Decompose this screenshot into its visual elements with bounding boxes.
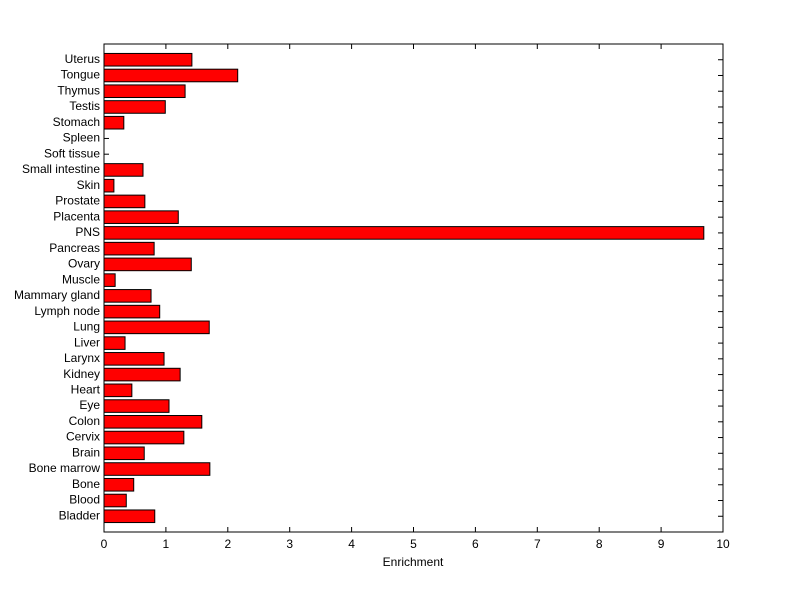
y-tick-label: Bone marrow xyxy=(29,461,101,475)
bar xyxy=(103,100,166,114)
y-tick-label: Cervix xyxy=(66,430,100,444)
bar xyxy=(103,84,186,99)
y-tick-label: Bladder xyxy=(59,508,100,522)
bar xyxy=(103,241,155,256)
x-tick-label: 1 xyxy=(163,537,170,551)
bar xyxy=(103,115,125,130)
bar xyxy=(103,446,145,461)
x-tick-label: 2 xyxy=(224,537,231,551)
bar xyxy=(103,430,185,445)
bar xyxy=(103,493,127,508)
y-tick-label: Soft tissue xyxy=(44,146,100,160)
bar xyxy=(103,352,165,366)
x-tick-label: 0 xyxy=(101,537,108,551)
x-tick-label: 3 xyxy=(286,537,293,551)
bar xyxy=(103,304,161,319)
y-tick-label: Tongue xyxy=(61,68,101,82)
x-tick-label: 10 xyxy=(716,537,730,551)
bar xyxy=(103,383,133,398)
y-tick-label: Ovary xyxy=(68,257,100,271)
bar xyxy=(103,399,170,413)
bar xyxy=(103,336,126,350)
bar xyxy=(103,415,203,429)
bar xyxy=(103,509,156,524)
y-tick-label: Eye xyxy=(79,398,100,412)
y-tick-label: Testis xyxy=(69,99,100,113)
bar xyxy=(103,257,192,272)
y-tick-label: Kidney xyxy=(63,367,100,381)
y-tick-label: Small intestine xyxy=(22,162,100,176)
y-tick-label: Bone xyxy=(72,477,100,491)
x-tick-label: 4 xyxy=(348,537,355,551)
y-tick-label: Muscle xyxy=(62,272,100,286)
y-tick-label: Brain xyxy=(72,445,100,459)
y-tick-label: Placenta xyxy=(53,209,100,223)
y-tick-label: Lymph node xyxy=(34,304,100,318)
y-tick-label: Heart xyxy=(71,382,101,396)
bar xyxy=(103,320,210,335)
x-tick-label: 6 xyxy=(472,537,479,551)
bar xyxy=(103,163,144,177)
bar xyxy=(103,273,116,287)
bar xyxy=(103,52,193,67)
y-tick-label: Lung xyxy=(73,320,100,334)
bar xyxy=(103,210,179,224)
bar xyxy=(103,178,115,193)
y-tick-label: Thymus xyxy=(57,83,100,97)
bar xyxy=(103,194,146,209)
x-tick-label: 8 xyxy=(596,537,603,551)
y-tick-label: Liver xyxy=(74,335,100,349)
x-axis-label: Enrichment xyxy=(383,555,444,569)
y-tick-label: Larynx xyxy=(64,351,100,365)
bar xyxy=(103,462,211,476)
y-tick-label: Mammary gland xyxy=(14,288,100,302)
bar xyxy=(103,68,239,83)
y-tick-label: Blood xyxy=(69,493,100,507)
y-tick-label: Stomach xyxy=(53,115,100,129)
plot-frame xyxy=(103,43,724,533)
y-tick-label: Uterus xyxy=(65,52,100,66)
bar xyxy=(103,477,135,492)
bar xyxy=(103,289,152,303)
y-tick-label: Skin xyxy=(77,178,100,192)
y-tick-label: Pancreas xyxy=(49,241,100,255)
y-tick-label: Spleen xyxy=(63,131,100,145)
y-tick-label: Colon xyxy=(69,414,100,428)
y-tick-label: Prostate xyxy=(55,194,100,208)
bar xyxy=(103,226,705,240)
x-tick-label: 9 xyxy=(658,537,665,551)
x-tick-label: 7 xyxy=(534,537,541,551)
x-tick-label: 5 xyxy=(410,537,417,551)
bar xyxy=(103,367,181,382)
y-tick-label: PNS xyxy=(75,225,100,239)
